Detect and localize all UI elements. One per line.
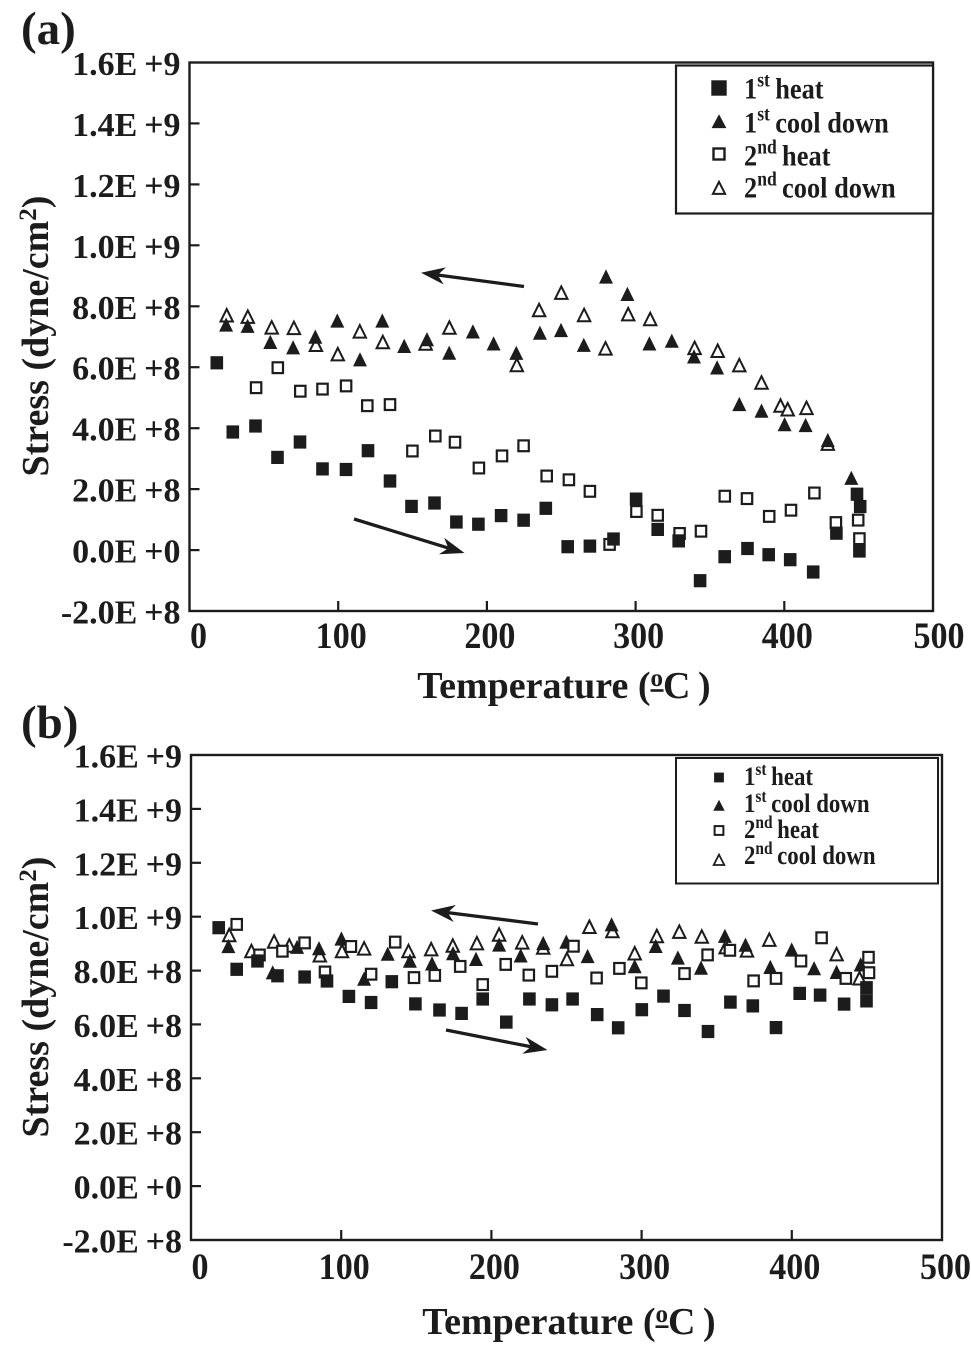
svg-text:4.0E +8: 4.0E +8 — [72, 412, 180, 449]
svg-text:Stress (dyne/cm2): Stress (dyne/cm2) — [15, 857, 57, 1138]
svg-text:Temperature (oC ): Temperature (oC ) — [417, 665, 710, 707]
svg-text:1.4E +9: 1.4E +9 — [72, 107, 180, 144]
svg-text:300: 300 — [619, 1246, 670, 1288]
svg-text:200: 200 — [464, 615, 515, 657]
svg-text:0: 0 — [190, 615, 207, 657]
svg-text:100: 100 — [316, 615, 367, 657]
svg-text:2.0E +8: 2.0E +8 — [74, 1116, 182, 1153]
svg-text:500: 500 — [920, 1246, 971, 1288]
svg-text:1.2E +9: 1.2E +9 — [74, 846, 182, 883]
svg-text:0.0E +0: 0.0E +0 — [74, 1170, 182, 1207]
svg-text:1.4E +9: 1.4E +9 — [74, 792, 182, 829]
svg-text:1.0E +9: 1.0E +9 — [72, 229, 180, 266]
svg-text:8.0E +8: 8.0E +8 — [72, 290, 180, 327]
svg-text:500: 500 — [913, 615, 964, 657]
svg-text:1st cool down: 1st cool down — [744, 786, 870, 818]
svg-text:2nd heat: 2nd heat — [744, 812, 820, 844]
svg-text:1st cool down: 1st cool down — [744, 104, 889, 140]
svg-text:400: 400 — [762, 615, 813, 657]
svg-text:0: 0 — [191, 1246, 208, 1288]
svg-text:1st heat: 1st heat — [744, 759, 814, 791]
svg-text:1.2E +9: 1.2E +9 — [72, 168, 180, 205]
svg-text:100: 100 — [319, 1246, 370, 1288]
svg-text:-2.0E +8: -2.0E +8 — [62, 1224, 182, 1261]
svg-text:200: 200 — [469, 1246, 520, 1288]
svg-text:0.0E +0: 0.0E +0 — [72, 534, 180, 571]
svg-text:(a): (a) — [21, 3, 76, 55]
svg-text:(b): (b) — [21, 697, 78, 749]
svg-text:400: 400 — [769, 1246, 820, 1288]
svg-text:-2.0E +8: -2.0E +8 — [61, 595, 181, 632]
svg-text:1.6E +9: 1.6E +9 — [72, 46, 180, 83]
svg-text:300: 300 — [613, 615, 664, 657]
svg-text:1st heat: 1st heat — [744, 70, 824, 106]
svg-text:Temperature (oC ): Temperature (oC ) — [422, 1301, 715, 1343]
svg-text:4.0E +8: 4.0E +8 — [74, 1062, 182, 1099]
svg-text:1.6E +9: 1.6E +9 — [74, 739, 182, 776]
svg-text:8.0E +8: 8.0E +8 — [74, 954, 182, 991]
svg-text:1.0E +9: 1.0E +9 — [74, 900, 182, 937]
svg-text:2nd heat: 2nd heat — [744, 137, 831, 173]
svg-text:2.0E +8: 2.0E +8 — [72, 473, 180, 510]
svg-text:6.0E +8: 6.0E +8 — [72, 351, 180, 388]
svg-text:6.0E +8: 6.0E +8 — [74, 1008, 182, 1045]
svg-text:Stress (dyne/cm2): Stress (dyne/cm2) — [15, 196, 57, 477]
